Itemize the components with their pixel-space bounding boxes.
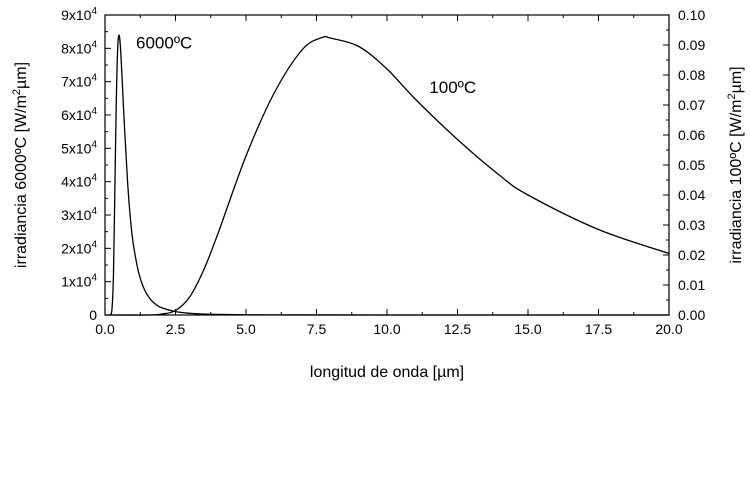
- x-tick-label: 15.0: [514, 321, 541, 337]
- annotation-100c: 100ºC: [429, 78, 476, 97]
- y-right-tick-label: 0.00: [678, 307, 705, 323]
- y-left-tick-label: 6x104: [61, 106, 97, 123]
- x-tick-label: 5.0: [236, 321, 256, 337]
- x-tick-label: 0.0: [95, 321, 115, 337]
- y-right-axis-title: irradiancia 100ºC [W/m2µm]: [726, 66, 745, 263]
- x-tick-label: 2.5: [166, 321, 186, 337]
- y-right-tick-label: 0.02: [678, 247, 705, 263]
- curve-6000c-series: [110, 34, 669, 316]
- x-axis-title: longitud de onda [µm]: [310, 364, 464, 381]
- curve-layer: [104, 34, 670, 316]
- annotation-6000c: 6000ºC: [136, 33, 192, 52]
- plot-frame: [104, 14, 670, 316]
- axes-layer: [104, 14, 670, 316]
- x-tick-label: 12.5: [444, 321, 471, 337]
- y-left-tick-label: 8x104: [61, 39, 97, 56]
- y-left-tick-label: 0: [89, 307, 97, 323]
- x-tick-label: 20.0: [655, 321, 682, 337]
- y-left-tick-label: 9x104: [61, 6, 97, 23]
- y-right-tick-label: 0.09: [678, 37, 705, 53]
- x-tick-label: 10.0: [373, 321, 400, 337]
- y-left-tick-label: 7x104: [61, 73, 97, 90]
- y-left-tick-label: 5x104: [61, 139, 97, 156]
- label-layer: 0.0 2.5 5.0 7.5 10.0 12.5 15.0 17.5 20.0 0 1x104 2x…: [11, 6, 745, 381]
- y-right-tick-label: 0.04: [678, 187, 705, 203]
- y-right-tick-label: 0.08: [678, 67, 705, 83]
- y-right-tick-label: 0.05: [678, 157, 705, 173]
- y-left-tick-label: 4x104: [61, 173, 97, 190]
- y-left-axis-title: irradiancia 6000ºC [W/m2µm]: [11, 62, 30, 268]
- y-left-tick-label: 2x104: [61, 239, 97, 256]
- y-right-tick-label: 0.07: [678, 97, 705, 113]
- y-right-tick-label: 0.03: [678, 217, 705, 233]
- x-tick-label: 17.5: [585, 321, 612, 337]
- y-left-tick-label: 3x104: [61, 206, 97, 223]
- y-left-tick-label: 1x104: [61, 273, 97, 290]
- y-right-tick-label: 0.01: [678, 277, 705, 293]
- y-right-tick-label: 0.10: [678, 7, 705, 23]
- y-right-tick-label: 0.06: [678, 127, 705, 143]
- curve-100c-series: [104, 35, 670, 316]
- x-tick-label: 7.5: [307, 321, 327, 337]
